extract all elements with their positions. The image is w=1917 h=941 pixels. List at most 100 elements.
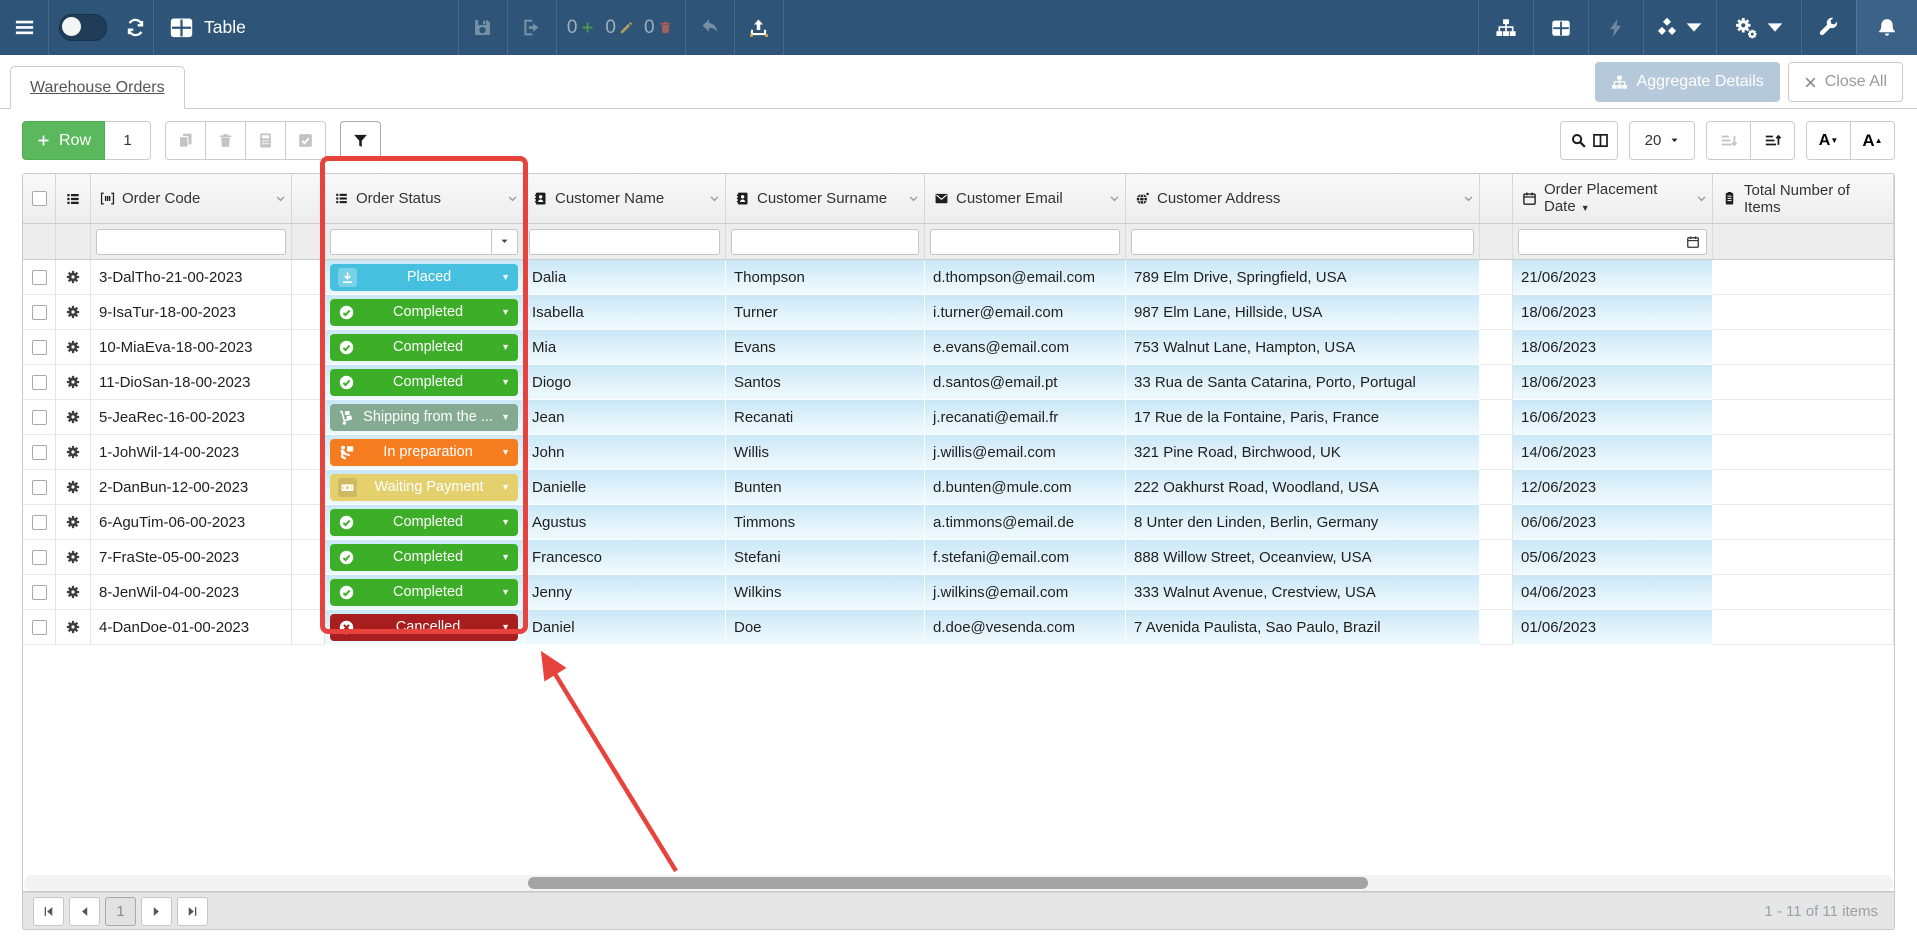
status-caret-icon: ▼ (501, 307, 510, 317)
copy-rows-button[interactable] (165, 121, 206, 160)
column-header-customer_email[interactable]: Customer Email (925, 174, 1126, 223)
column-menu-chevron-icon[interactable] (707, 191, 722, 206)
actions-button[interactable] (1588, 0, 1643, 55)
status-badge[interactable]: Shipping from the ...▼ (330, 404, 518, 431)
undo-button[interactable] (686, 0, 734, 55)
status-badge[interactable]: In preparation▼ (330, 439, 518, 466)
row-checkbox[interactable] (32, 410, 47, 425)
search-columns-button[interactable] (1560, 121, 1618, 160)
sort-ascending-button[interactable] (1750, 121, 1795, 160)
font-decrease-button[interactable]: A▼ (1806, 121, 1851, 160)
row-checkbox[interactable] (32, 445, 47, 460)
upload-button[interactable] (735, 0, 783, 55)
tools-button[interactable] (1801, 0, 1856, 55)
column-header-total_items[interactable]: Total Number of Items (1713, 174, 1894, 223)
filter-order_status-select[interactable] (330, 229, 518, 255)
row-settings-button[interactable] (64, 618, 82, 636)
row-settings-button[interactable] (64, 443, 82, 461)
refresh-button[interactable] (117, 17, 153, 38)
column-header-customer_name[interactable]: Customer Name (524, 174, 726, 223)
row-checkbox[interactable] (32, 305, 47, 320)
column-menu-chevron-icon[interactable] (1461, 191, 1476, 206)
cell-order_date: 05/06/2023 (1513, 540, 1713, 575)
scrollbar-thumb[interactable] (528, 877, 1368, 889)
horizontal-scrollbar[interactable] (24, 875, 1893, 891)
aggregate-details-button[interactable]: Aggregate Details (1595, 62, 1780, 102)
calendar-picker-button[interactable] (1679, 230, 1706, 254)
row-settings-button[interactable] (64, 373, 82, 391)
save-button[interactable] (459, 0, 507, 55)
filter-customer_name-input[interactable] (529, 229, 720, 255)
modules-menu[interactable] (1643, 0, 1716, 55)
add-row-button[interactable]: Row (22, 121, 105, 160)
row-settings-button[interactable] (64, 268, 82, 286)
row-checkbox[interactable] (32, 480, 47, 495)
validate-button[interactable] (285, 121, 326, 160)
filter-order_code-input[interactable] (96, 229, 286, 255)
date-filter-input[interactable] (1519, 230, 1679, 254)
row-checkbox[interactable] (32, 515, 47, 530)
column-menu-chevron-icon[interactable] (505, 191, 520, 206)
row-count-input[interactable] (105, 121, 151, 160)
row-checkbox[interactable] (32, 620, 47, 635)
row-checkbox[interactable] (32, 585, 47, 600)
last-page-button[interactable] (177, 897, 208, 926)
mode-toggle[interactable] (59, 14, 107, 41)
column-label: Customer Email (956, 190, 1063, 207)
tab-warehouse-orders[interactable]: Warehouse Orders (10, 66, 185, 109)
column-header-order_code[interactable]: Order Code (91, 174, 292, 223)
column-menu-chevron-icon[interactable] (1694, 191, 1709, 206)
settings-menu[interactable] (1716, 0, 1801, 55)
status-badge[interactable]: Placed▼ (330, 264, 518, 291)
notifications-button[interactable] (1856, 0, 1917, 55)
column-menu-chevron-icon[interactable] (1107, 191, 1122, 206)
select-all-checkbox[interactable] (32, 191, 47, 206)
row-settings-button[interactable] (64, 513, 82, 531)
row-settings-button[interactable] (64, 548, 82, 566)
row-checkbox[interactable] (32, 270, 47, 285)
first-page-button[interactable] (33, 897, 64, 926)
previous-page-button[interactable] (69, 897, 100, 926)
cell-customer_surname: Santos (726, 365, 925, 400)
status-badge[interactable]: Waiting Payment▼ (330, 474, 518, 501)
delete-rows-button[interactable] (205, 121, 246, 160)
status-badge[interactable]: Completed▼ (330, 299, 518, 326)
row-settings-button[interactable] (64, 408, 82, 426)
row-checkbox[interactable] (32, 375, 47, 390)
column-menu-chevron-icon[interactable] (906, 191, 921, 206)
filter-order_date-input[interactable] (1518, 229, 1707, 255)
filter-customer_email-input[interactable] (930, 229, 1120, 255)
status-badge[interactable]: Completed▼ (330, 334, 518, 361)
status-badge[interactable]: Completed▼ (330, 369, 518, 396)
row-settings-button[interactable] (64, 338, 82, 356)
column-menu-chevron-icon[interactable] (273, 191, 288, 206)
row-settings-button[interactable] (64, 583, 82, 601)
column-header-order_status[interactable]: Order Status (325, 174, 524, 223)
row-settings-button[interactable] (64, 478, 82, 496)
row-checkbox[interactable] (32, 340, 47, 355)
close-all-button[interactable]: Close All (1788, 62, 1903, 102)
tables-button[interactable] (1533, 0, 1588, 55)
select-caret[interactable] (491, 230, 517, 254)
status-badge[interactable]: Completed▼ (330, 509, 518, 536)
calculate-button[interactable] (245, 121, 286, 160)
font-increase-button[interactable]: A▲ (1850, 121, 1895, 160)
column-header-order_date[interactable]: Order Placement Date▼ (1513, 174, 1713, 223)
hierarchy-button[interactable] (1478, 0, 1533, 55)
filter-button[interactable] (340, 121, 381, 160)
menu-button[interactable] (0, 0, 48, 55)
sort-descending-button[interactable] (1706, 121, 1751, 160)
status-badge[interactable]: Completed▼ (330, 579, 518, 606)
column-header-customer_address[interactable]: Customer Address (1126, 174, 1480, 223)
page-size-select[interactable]: 20 (1629, 121, 1695, 160)
status-badge[interactable]: Completed▼ (330, 544, 518, 571)
status-badge[interactable]: Cancelled▼ (330, 614, 518, 641)
next-page-button[interactable] (141, 897, 172, 926)
row-settings-button[interactable] (64, 303, 82, 321)
filter-customer_address-input[interactable] (1131, 229, 1474, 255)
current-page-button[interactable]: 1 (105, 897, 136, 926)
sign-out-button[interactable] (508, 0, 556, 55)
column-header-customer_surname[interactable]: Customer Surname (726, 174, 925, 223)
row-checkbox[interactable] (32, 550, 47, 565)
filter-customer_surname-input[interactable] (731, 229, 919, 255)
